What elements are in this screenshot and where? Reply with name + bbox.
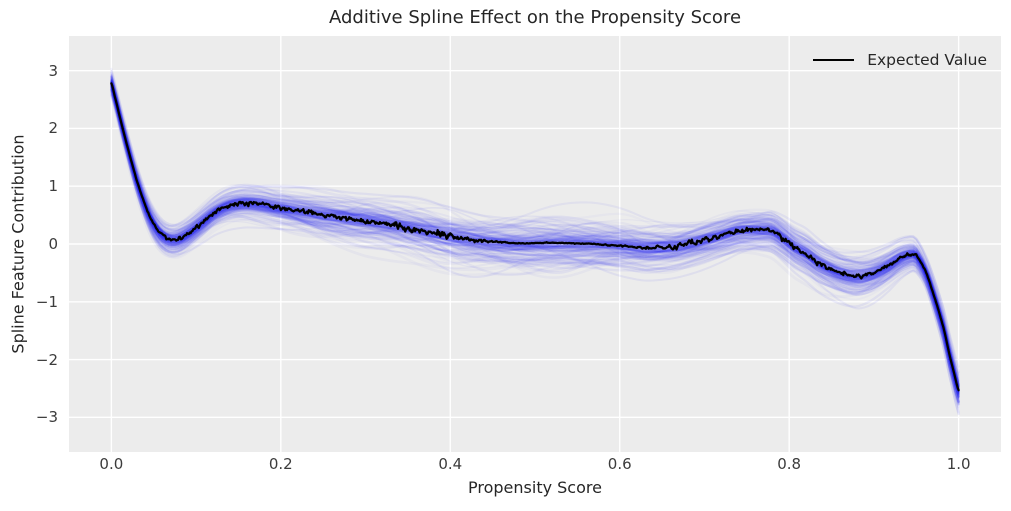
y-tick-label: 2 — [48, 119, 58, 138]
x-tick-label: 0.6 — [607, 455, 632, 473]
x-tick-label: 0.0 — [99, 455, 124, 473]
x-tick-label: 1.0 — [946, 455, 971, 473]
y-tick-label: −3 — [35, 408, 58, 427]
legend-label: Expected Value — [867, 51, 987, 69]
y-tick-label: 0 — [48, 235, 58, 253]
legend: Expected Value — [813, 50, 987, 70]
x-axis-label: Propensity Score — [468, 478, 602, 497]
plot-canvas — [69, 36, 1001, 452]
x-tick-label: 0.8 — [777, 455, 802, 473]
y-tick-label: 1 — [48, 177, 58, 196]
chart-title: Additive Spline Effect on the Propensity… — [328, 7, 742, 28]
y-tick-label: −1 — [35, 292, 58, 311]
y-tick-label: 3 — [48, 61, 58, 80]
x-tick-label: 0.4 — [438, 455, 463, 473]
legend-line-sample — [813, 59, 855, 61]
x-tick-label: 0.2 — [268, 455, 293, 473]
plot-area: Expected Value — [69, 36, 1001, 452]
y-tick-label: −2 — [35, 350, 58, 369]
